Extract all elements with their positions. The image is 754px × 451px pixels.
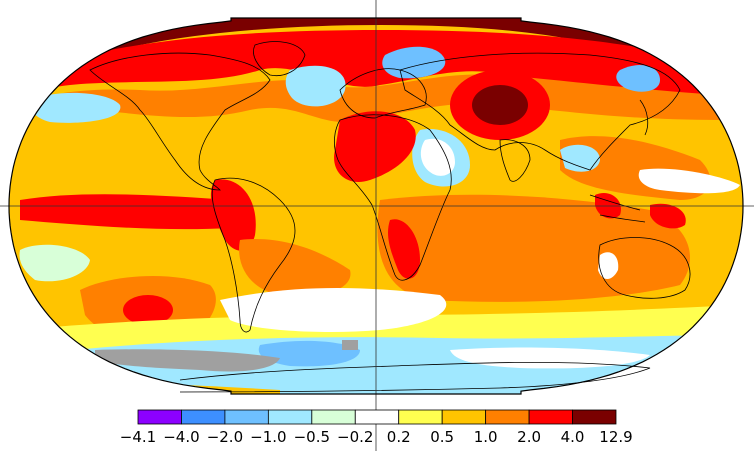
colorbar-tick-label: −4.0 bbox=[163, 428, 199, 446]
southern-ocean-white bbox=[220, 288, 447, 332]
atlantic-cool bbox=[285, 65, 346, 107]
pacific-white bbox=[638, 168, 740, 194]
north-america-outline bbox=[89, 52, 271, 191]
south-pacific-red bbox=[123, 295, 173, 325]
coastlines bbox=[89, 41, 691, 393]
north-atlantic-orange bbox=[30, 74, 720, 123]
antarctic-missing bbox=[95, 349, 280, 372]
europe-outline bbox=[339, 68, 427, 119]
middle-east-white bbox=[420, 138, 455, 176]
colorbar-tick-label: −1.0 bbox=[250, 428, 286, 446]
asia-dark-hotspot bbox=[472, 85, 528, 125]
europe-cool bbox=[382, 46, 446, 79]
colorbar-swatch bbox=[485, 409, 530, 425]
pacific-cool-patch bbox=[560, 144, 600, 172]
japan-outline bbox=[639, 99, 649, 136]
india-outline bbox=[499, 139, 531, 182]
asia-outline bbox=[399, 52, 681, 171]
colorbar-tick-label: −4.1 bbox=[120, 428, 156, 446]
australia-outline bbox=[598, 237, 691, 299]
colorbar-tick-label: 12.9 bbox=[599, 428, 632, 446]
africa-red bbox=[387, 219, 420, 279]
colorbar-ticks: −4.1 −4.0 −2.0 −1.0 −0.5 −0.2 0.2 0.5 1.0 2.0 4.0 1… bbox=[120, 428, 633, 446]
greenland-outline bbox=[253, 41, 306, 77]
colorbar-tick-label: 0.2 bbox=[387, 428, 411, 446]
south-america-outline bbox=[211, 177, 296, 333]
north-pacific-cool bbox=[29, 92, 121, 123]
colorbar-tick-label: 1.0 bbox=[474, 428, 498, 446]
colorbar-swatch bbox=[572, 409, 617, 425]
png-red bbox=[650, 203, 686, 229]
colorbar-swatch bbox=[528, 409, 573, 425]
north-africa-red bbox=[334, 111, 416, 182]
colorbar-swatch bbox=[181, 409, 226, 425]
colorbar-swatch bbox=[311, 409, 356, 425]
colorbar-swatch bbox=[267, 409, 313, 425]
colorbar-swatches bbox=[137, 409, 617, 425]
eq-pacific-red bbox=[20, 194, 245, 230]
colorbar-swatch bbox=[224, 409, 269, 425]
antarctic-white bbox=[450, 347, 650, 369]
west-pacific-cool bbox=[19, 244, 91, 282]
colorbar-swatch bbox=[441, 409, 487, 425]
antarctic-blue bbox=[258, 340, 360, 367]
east-siberia-cool bbox=[616, 65, 660, 92]
antarctic-missing-small bbox=[342, 340, 358, 350]
south-atlantic-orange bbox=[239, 239, 351, 297]
colorbar-tick-label: 4.0 bbox=[561, 428, 585, 446]
colorbar-tick-label: −0.2 bbox=[337, 428, 373, 446]
colorbar-tick-label: 2.0 bbox=[517, 428, 541, 446]
africa-outline bbox=[334, 114, 452, 281]
indonesia-outline bbox=[589, 194, 646, 223]
globe-outline bbox=[8, 17, 744, 395]
colorbar-swatch bbox=[398, 409, 443, 425]
australia-white bbox=[598, 252, 619, 279]
colorbar-swatch bbox=[137, 409, 182, 425]
colorbar-tick-label: 0.5 bbox=[430, 428, 454, 446]
colorbar-swatch bbox=[354, 409, 400, 425]
colorbar-tick-label: −2.0 bbox=[207, 428, 243, 446]
colorbar-tick-label: −0.5 bbox=[294, 428, 330, 446]
antarctica-outline bbox=[179, 361, 651, 393]
